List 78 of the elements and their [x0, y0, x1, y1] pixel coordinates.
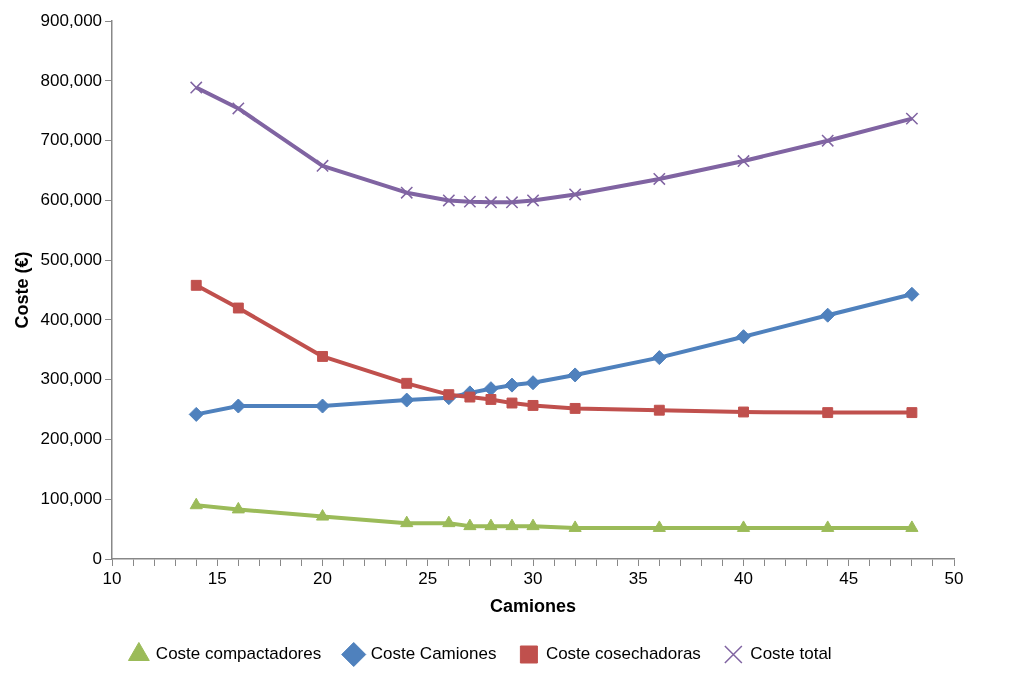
point	[400, 515, 414, 528]
point	[526, 518, 540, 531]
x-axis-title: Camiones	[490, 596, 577, 617]
point	[905, 520, 919, 532]
point	[652, 172, 666, 186]
x-tick-label: 30	[523, 568, 543, 588]
point	[484, 518, 498, 531]
point	[463, 195, 477, 209]
y-tick-label: 200,000	[40, 429, 103, 449]
y-tick-label: 100,000	[40, 488, 103, 508]
point	[652, 520, 666, 532]
point	[316, 159, 329, 173]
y-tick-label: 700,000	[40, 130, 103, 150]
point	[315, 509, 330, 521]
point	[736, 520, 751, 532]
point	[904, 286, 920, 302]
y-tick-label: 600,000	[40, 190, 103, 210]
point	[821, 520, 835, 532]
x-tick-label: 40	[734, 568, 753, 588]
point	[651, 350, 667, 366]
point	[189, 497, 203, 510]
point	[737, 154, 750, 168]
point	[464, 391, 476, 403]
x-tick-label: 25	[418, 568, 438, 588]
point	[905, 112, 919, 126]
x-tick-label: 10	[102, 568, 122, 588]
point	[317, 350, 328, 362]
y-axis-title: Coste (€)	[11, 251, 32, 329]
point	[485, 394, 497, 405]
point	[526, 194, 540, 207]
point	[653, 404, 665, 416]
point	[504, 377, 520, 393]
point	[442, 194, 456, 207]
point	[822, 407, 834, 419]
point	[821, 134, 835, 148]
point	[568, 520, 582, 532]
point	[820, 307, 836, 323]
point	[400, 186, 414, 200]
point	[906, 407, 918, 419]
y-tick-label: 300,000	[40, 369, 103, 389]
point	[527, 399, 539, 411]
point	[505, 518, 519, 531]
x-tick-label: 45	[839, 568, 859, 588]
legend-label: Coste compactadores	[155, 644, 322, 664]
point	[315, 398, 331, 414]
point	[442, 515, 456, 528]
x-tick-label: 50	[944, 568, 964, 588]
point	[188, 406, 204, 422]
point	[231, 102, 245, 115]
legend-label: Coste Camiones	[370, 644, 497, 664]
point	[567, 367, 583, 383]
y-tick-label: 900,000	[40, 10, 103, 30]
point	[568, 188, 582, 201]
point	[232, 302, 244, 314]
point	[569, 402, 581, 414]
x-tick-label: 15	[207, 568, 227, 588]
point	[506, 397, 518, 409]
x-tick-label: 20	[313, 568, 332, 588]
point	[463, 518, 477, 531]
y-tick-label: 500,000	[40, 249, 103, 269]
point	[230, 398, 246, 414]
point	[736, 329, 752, 345]
legend-label: Coste cosechadoras	[545, 644, 701, 664]
legend-label: Coste total	[750, 644, 832, 664]
point	[443, 389, 455, 401]
point	[190, 279, 202, 291]
point	[401, 377, 413, 389]
point	[525, 375, 541, 391]
point	[189, 81, 203, 94]
point	[231, 501, 245, 514]
y-tick-label: 800,000	[40, 70, 103, 90]
point	[738, 406, 749, 418]
point	[505, 195, 519, 209]
x-tick-label: 35	[628, 568, 648, 588]
y-tick-label: 400,000	[40, 309, 103, 329]
point	[399, 392, 415, 408]
y-tick-label: 0	[92, 548, 103, 568]
point	[484, 195, 498, 209]
